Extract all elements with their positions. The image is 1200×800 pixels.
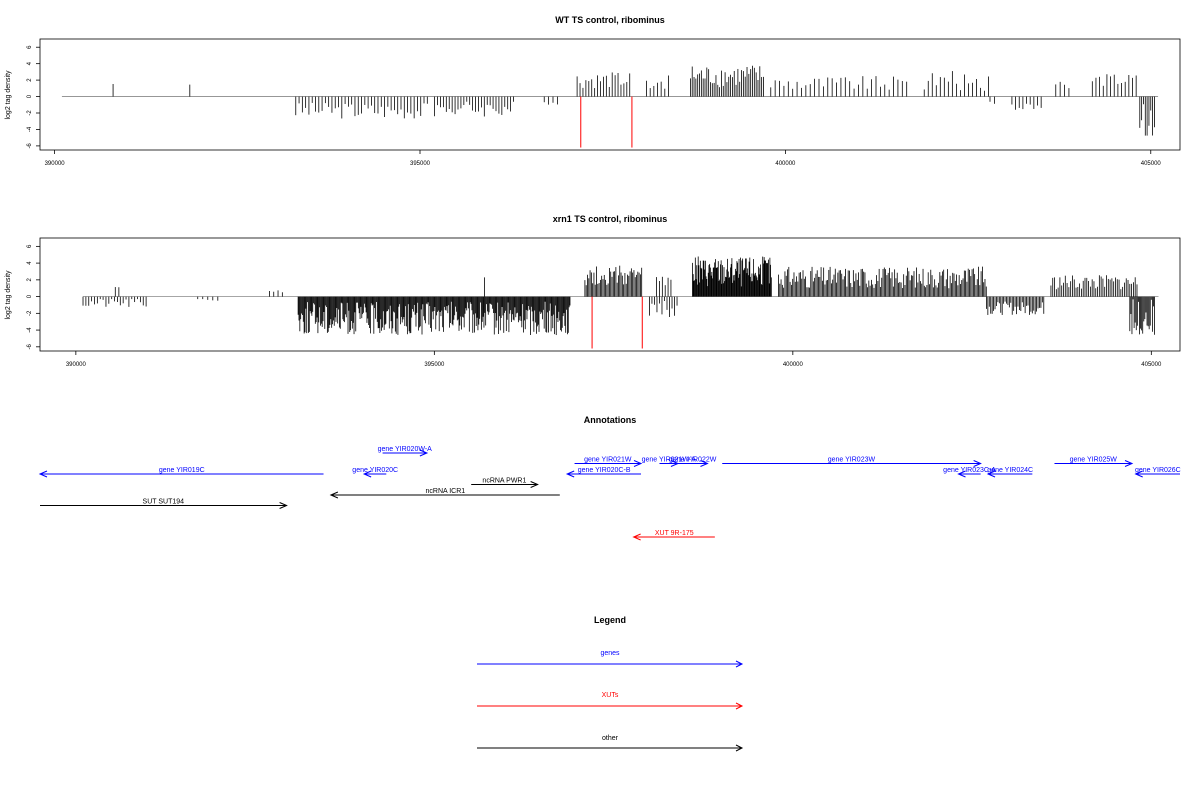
- annotation-feature: gene YIR020C-B: [565, 467, 642, 478]
- panel-xrn1: xrn1 TS control, ribominus log2 tag dens…: [5, 214, 1181, 368]
- annotation-features: gene YIR019C gene YIR020W-A gene YIR020C nc…: [38, 446, 1181, 541]
- y-tick-label: 0: [27, 294, 33, 298]
- y-tick-label: -2: [27, 110, 33, 116]
- feature-label: gene YIR020C-B: [578, 467, 631, 474]
- legend-other-label: other: [602, 735, 619, 742]
- panel-xrn1-bars: [82, 256, 1159, 349]
- legend-other-arrowhead: [735, 744, 744, 752]
- feature-label: ncRNA PWR1: [482, 478, 526, 485]
- panel-xrn1-frame: [39, 237, 1181, 352]
- feature-label: gene YIR020W-A: [378, 446, 433, 453]
- annotation-feature: gene YIR023W: [722, 457, 982, 467]
- x-tick-label: 400000: [783, 362, 804, 368]
- y-tick-label: 2: [27, 278, 33, 282]
- y-tick-label: 2: [27, 78, 33, 82]
- panel-xrn1-title: xrn1 TS control, ribominus: [553, 214, 668, 224]
- annotation-feature: gene YIR023C-A: [943, 467, 996, 478]
- feature-label: gene YIR025W: [1070, 457, 1118, 464]
- y-tick-label: 0: [27, 94, 33, 98]
- annotation-feature: SUT SUT194: [40, 499, 288, 509]
- feature-label: SUT SUT194: [143, 499, 185, 506]
- legend-title: Legend: [594, 615, 626, 625]
- legend-genes-arrowhead: [735, 660, 744, 668]
- annotation-feature: gene YIR019C: [38, 467, 324, 478]
- annotation-feature: gene YIR026C: [1134, 467, 1181, 478]
- panel-xrn1-ylabel: log2 tag density: [5, 270, 12, 320]
- feature-arrowhead: [38, 470, 48, 478]
- x-tick-label: 390000: [66, 362, 87, 368]
- feature-arrowhead: [632, 533, 641, 541]
- panel-wt-axes: -6 -4 -2 0 2 4 6 390000 395000 400000 405000: [27, 45, 1161, 167]
- panel-wt-ylabel: log2 tag density: [5, 70, 12, 120]
- feature-label: gene YIR020C: [352, 467, 398, 474]
- y-tick-label: 6: [27, 244, 33, 248]
- x-tick-label: 390000: [45, 161, 66, 167]
- x-tick-label: 395000: [424, 362, 445, 368]
- feature-label: XUT 9R-175: [655, 530, 694, 537]
- legend: Legend genes XUTs other: [477, 615, 744, 752]
- annotation-feature: ncRNA PWR1: [471, 478, 539, 488]
- annotation-feature: gene YIR020W-A: [378, 446, 433, 457]
- feature-label: gene YIR023W: [828, 457, 876, 464]
- feature-arrowhead: [957, 470, 966, 478]
- legend-xuts-label: XUTs: [602, 692, 619, 699]
- x-tick-label: 405000: [1141, 362, 1162, 368]
- annotation-feature: gene YIR025W: [1054, 457, 1134, 467]
- feature-label: gene YIR019C: [159, 467, 205, 474]
- x-tick-label: 400000: [775, 161, 796, 167]
- annotation-feature: ncRNA ICR1: [329, 488, 560, 499]
- y-tick-label: -6: [27, 143, 33, 149]
- annotation-feature: gene YIR020C: [352, 467, 398, 478]
- feature-arrowhead: [565, 470, 575, 478]
- feature-label: gene YIR021W: [584, 457, 632, 464]
- y-tick-label: 4: [27, 261, 33, 265]
- feature-arrowhead: [700, 460, 709, 467]
- feature-arrowhead: [419, 449, 429, 457]
- y-tick-label: -4: [27, 126, 33, 132]
- panel-wt-title: WT TS control, ribominus: [555, 15, 665, 25]
- feature-arrowhead: [633, 460, 643, 467]
- feature-arrowhead: [1124, 460, 1134, 467]
- y-tick-label: 4: [27, 61, 33, 65]
- y-tick-label: -4: [27, 327, 33, 333]
- annotation-feature: gene YIR024C: [986, 467, 1033, 478]
- legend-genes-label: genes: [600, 650, 620, 657]
- legend-xuts-arrowhead: [735, 702, 744, 710]
- y-tick-label: -2: [27, 310, 33, 316]
- y-tick-label: -6: [27, 343, 33, 349]
- feature-arrowhead: [530, 481, 539, 488]
- annotation-feature: gene YIR022W: [669, 457, 717, 467]
- feature-label: gene YIR023C-A: [943, 467, 996, 474]
- annotations-title: Annotations: [584, 415, 637, 425]
- panel-wt-frame: [39, 38, 1181, 151]
- panel-wt-bars: [61, 65, 1159, 148]
- feature-arrowhead: [1134, 470, 1143, 478]
- feature-label: gene YIR022W: [669, 457, 717, 464]
- feature-label: gene YIR026C: [1135, 467, 1181, 474]
- feature-arrowhead: [986, 470, 996, 478]
- feature-label: gene YIR024C: [987, 467, 1033, 474]
- x-tick-label: 395000: [410, 161, 431, 167]
- feature-arrowhead: [329, 491, 339, 499]
- y-tick-label: 6: [27, 45, 33, 49]
- feature-arrowhead: [973, 460, 982, 467]
- feature-arrowhead: [362, 470, 372, 478]
- feature-arrowhead: [279, 502, 288, 509]
- x-tick-label: 405000: [1141, 161, 1162, 167]
- feature-label: gene YIR021W-A: [642, 457, 697, 464]
- panel-wt: WT TS control, ribominus log2 tag densit…: [5, 15, 1181, 167]
- annotation-feature: gene YIR021W: [574, 457, 643, 467]
- feature-label: ncRNA ICR1: [426, 488, 466, 495]
- annotation-feature: XUT 9R-175: [632, 530, 715, 541]
- panel-xrn1-axes: -6 -4 -2 0 2 4 6 390000 395000 400000 405000: [27, 244, 1162, 368]
